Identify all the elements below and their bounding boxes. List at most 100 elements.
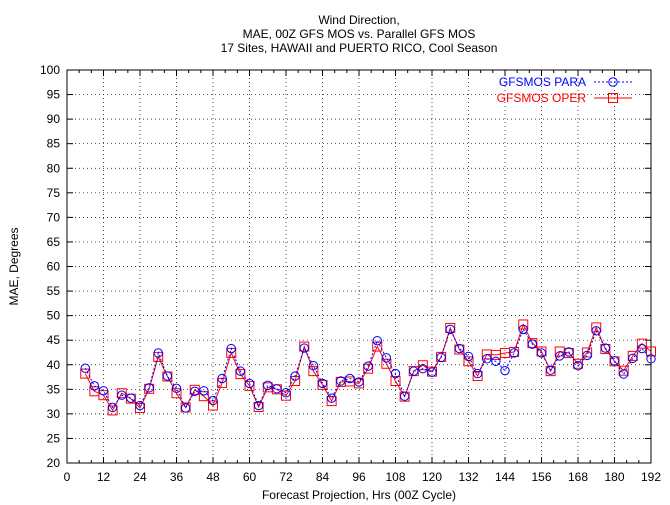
data-point-circle — [107, 402, 118, 413]
data-point-circle — [98, 386, 109, 396]
data-point-circle — [555, 351, 565, 361]
data-point-circle — [445, 324, 455, 335]
data-point-square — [618, 365, 629, 376]
data-point-square — [472, 371, 483, 382]
data-point-circle — [326, 393, 337, 403]
data-point-square — [317, 379, 328, 390]
data-point-square — [235, 369, 246, 380]
y-axis-label: MAE, Degrees — [7, 227, 21, 305]
series — [80, 319, 656, 416]
data-point-circle — [472, 368, 483, 379]
data-point-square — [372, 341, 383, 352]
data-point-circle — [235, 366, 246, 376]
data-point-circle — [117, 390, 127, 400]
data-point-square — [573, 358, 583, 369]
data-point-square — [463, 356, 474, 367]
title-line: Wind Direction, — [318, 13, 399, 27]
y-tick-label: 85 — [47, 137, 61, 151]
data-point-circle — [263, 380, 273, 391]
data-point-circle — [500, 365, 510, 376]
data-point-square — [390, 375, 401, 386]
data-point-circle — [463, 351, 474, 362]
data-point-square — [326, 396, 337, 407]
chart-title: Wind Direction,MAE, 00Z GFS MOS vs. Para… — [221, 13, 498, 55]
data-point-square — [445, 322, 456, 333]
data-point-circle — [80, 363, 90, 373]
x-tick-labels: 0 12 24 36 48 60 72 84 96 108 120 132 144 156 168 180 19… — [64, 470, 662, 484]
data-point-circle — [363, 361, 373, 371]
legend-marker — [608, 93, 618, 103]
y-tick-label: 35 — [47, 382, 61, 396]
data-point-square — [98, 390, 109, 401]
data-point-circle — [171, 383, 182, 394]
y-tick-label: 25 — [47, 431, 61, 445]
x-tick-label: 168 — [568, 470, 588, 484]
y-tick-label: 95 — [47, 88, 61, 102]
data-point-square — [627, 350, 638, 361]
y-tick-label: 65 — [47, 235, 61, 249]
data-point-circle — [418, 363, 428, 374]
data-point-circle — [591, 326, 601, 336]
data-point-circle — [545, 365, 556, 375]
title-line: MAE, 00Z GFS MOS vs. Parallel GFS MOS — [243, 27, 476, 41]
data-point-circle — [536, 348, 547, 358]
data-point-circle — [637, 343, 647, 354]
data-point-circle — [162, 371, 173, 381]
data-point-square — [636, 338, 647, 349]
data-point-circle — [381, 353, 392, 363]
data-point-square — [308, 366, 319, 377]
data-point-circle — [244, 378, 255, 389]
y-tick-label: 40 — [47, 358, 61, 372]
data-point-square — [518, 319, 529, 330]
data-point-circle — [509, 348, 519, 358]
data-point-circle — [135, 400, 145, 411]
grid — [67, 70, 651, 463]
data-point-square — [646, 346, 656, 357]
data-point-circle — [427, 367, 437, 377]
data-point-circle — [573, 361, 583, 371]
x-tick-label: 192 — [641, 470, 661, 484]
data-point-square — [107, 405, 118, 416]
data-point-circle — [582, 350, 592, 361]
x-tick-label: 120 — [422, 470, 442, 484]
data-point-circle — [345, 373, 355, 384]
data-point-circle — [454, 343, 465, 354]
x-axis-label: Forecast Projection, Hrs (00Z Cycle) — [262, 488, 456, 502]
legend: GFSMOS PARA GFSMOS OPER — [497, 75, 632, 105]
data-point-square — [299, 341, 310, 352]
data-point-square — [381, 358, 392, 369]
y-tick-label: 50 — [47, 309, 61, 323]
data-point-circle — [144, 383, 154, 393]
axis-ticks — [66, 69, 652, 464]
legend-marker — [608, 77, 618, 87]
x-tick-label: 24 — [133, 470, 147, 484]
series-line — [84, 323, 652, 412]
data-point-square — [116, 388, 127, 399]
data-point-circle — [354, 377, 364, 387]
legend-label: GFSMOS PARA — [499, 75, 586, 89]
x-tick-label: 72 — [279, 470, 293, 484]
x-tick-label: 0 — [64, 470, 71, 484]
data-point-circle — [628, 353, 638, 364]
data-point-square — [135, 402, 145, 413]
data-point-circle — [126, 393, 136, 403]
data-point-circle — [518, 324, 528, 335]
y-tick-label: 30 — [47, 407, 61, 421]
x-tick-label: 36 — [170, 470, 184, 484]
y-tick-labels: 20 25 30 35 40 45 50 55 60 65 70 75 80 85 90 95 100 — [40, 63, 60, 470]
y-tick-label: 100 — [40, 63, 60, 77]
data-point-square — [417, 360, 428, 371]
y-tick-label: 45 — [47, 333, 61, 347]
y-tick-label: 75 — [47, 186, 61, 200]
series-0 — [80, 324, 656, 413]
data-point-square — [171, 388, 182, 399]
x-tick-label: 96 — [352, 470, 366, 484]
x-tick-label: 144 — [495, 470, 515, 484]
data-point-square — [253, 401, 264, 412]
data-point-circle — [89, 381, 100, 391]
data-point-circle — [609, 356, 620, 366]
x-tick-label: 180 — [604, 470, 624, 484]
data-point-square — [536, 346, 547, 357]
data-point-square — [189, 384, 200, 395]
